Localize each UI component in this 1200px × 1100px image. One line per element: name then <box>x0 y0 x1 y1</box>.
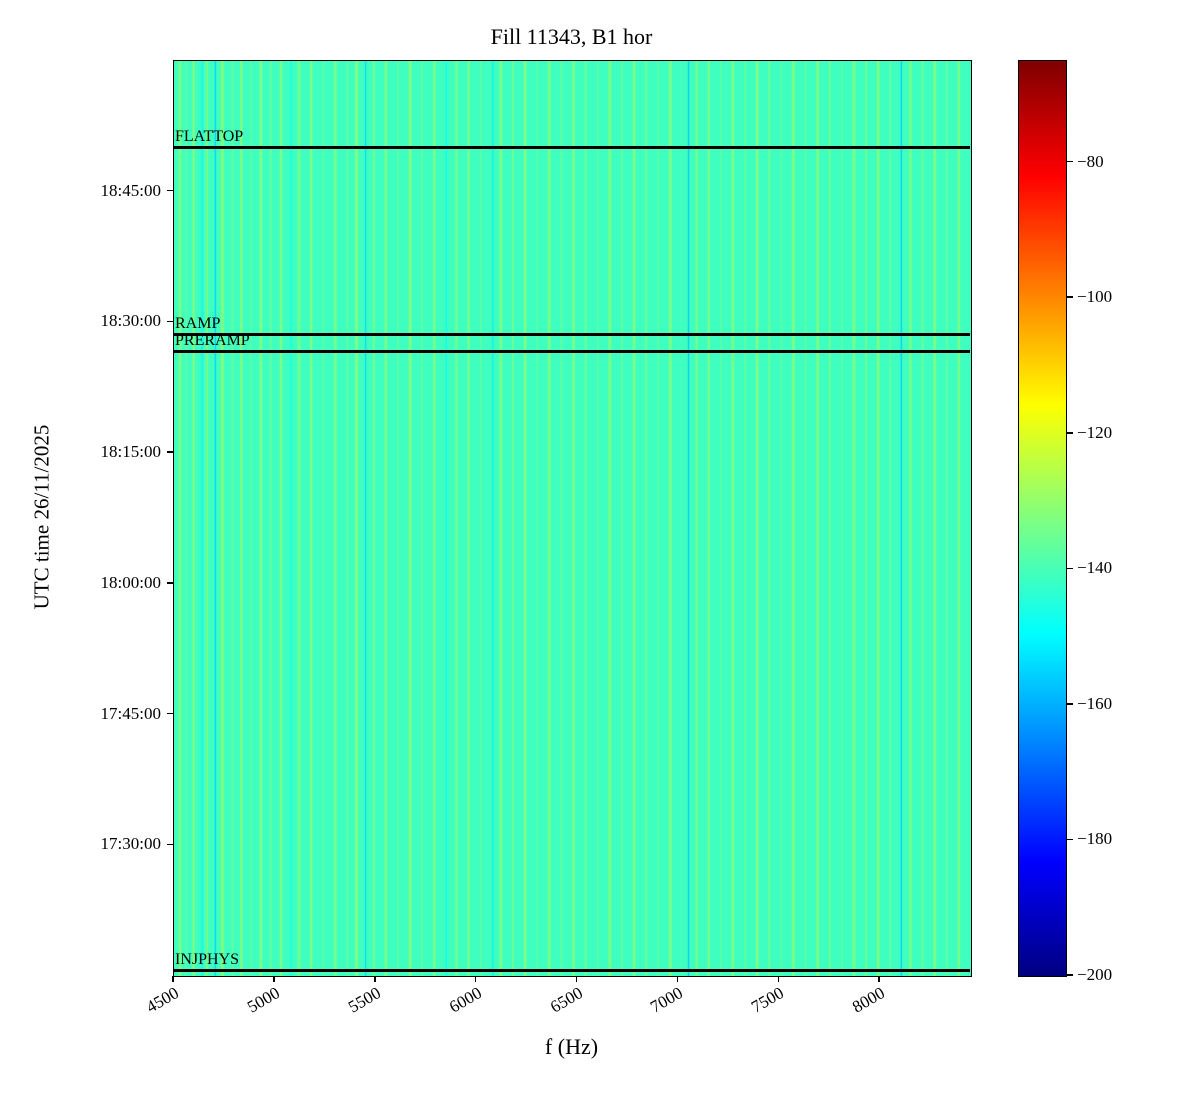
colorbar-tick-label: −120 <box>1077 422 1113 442</box>
colorbar-tick-mark <box>1067 567 1073 570</box>
colorbar-tick-label: −100 <box>1077 287 1113 307</box>
x-tick-label: 6000 <box>445 983 485 1017</box>
y-tick-mark <box>167 712 173 715</box>
y-tick-label: 18:15:00 <box>100 442 161 462</box>
colorbar-tick-label: −80 <box>1077 151 1104 171</box>
x-tick-mark <box>474 976 477 982</box>
x-tick-label: 7000 <box>647 983 687 1017</box>
colorbar <box>1018 60 1067 977</box>
chart-title: Fill 11343, B1 hor <box>490 24 653 49</box>
x-tick-label: 6500 <box>546 983 586 1017</box>
x-tick-label: 4500 <box>143 983 182 1017</box>
y-tick-label: 17:30:00 <box>100 834 161 854</box>
x-tick-mark <box>374 976 376 982</box>
x-tick-label: 7500 <box>748 983 788 1017</box>
colorbar-tick-mark <box>1067 703 1073 705</box>
colorbar-tick-label: −160 <box>1077 693 1113 713</box>
y-tick-mark <box>167 451 173 453</box>
y-tick-mark <box>167 582 173 584</box>
spectrogram-canvas <box>173 60 972 977</box>
x-tick-mark <box>878 976 880 982</box>
colorbar-tick-mark <box>1067 160 1073 163</box>
y-tick-label: 17:45:00 <box>100 703 161 723</box>
x-tick-label: 5000 <box>243 983 283 1017</box>
y-tick-label: 18:30:00 <box>100 311 161 331</box>
x-tick-mark <box>676 976 679 982</box>
colorbar-tick-mark <box>1067 838 1073 841</box>
x-axis-label: f (Hz) <box>544 1034 599 1059</box>
x-tick-mark <box>273 976 275 982</box>
y-tick-mark <box>167 843 173 846</box>
y-tick-label: 18:00:00 <box>100 572 161 592</box>
y-tick-mark <box>167 189 173 192</box>
colorbar-tick-mark <box>1067 296 1073 298</box>
colorbar-tick-label: −140 <box>1077 558 1113 578</box>
x-tick-mark <box>172 976 174 982</box>
x-tick-label: 5500 <box>344 983 384 1017</box>
colorbar-tick-label: −200 <box>1077 965 1113 984</box>
x-tick-label: 8000 <box>849 983 889 1017</box>
y-tick-label: 18:45:00 <box>100 180 161 200</box>
y-tick-mark <box>167 320 173 323</box>
colorbar-tick-mark <box>1067 432 1073 434</box>
x-tick-mark <box>777 976 780 982</box>
colorbar-tick-mark <box>1067 974 1073 976</box>
x-tick-mark <box>575 976 578 982</box>
colorbar-tick-label: −180 <box>1077 829 1113 849</box>
